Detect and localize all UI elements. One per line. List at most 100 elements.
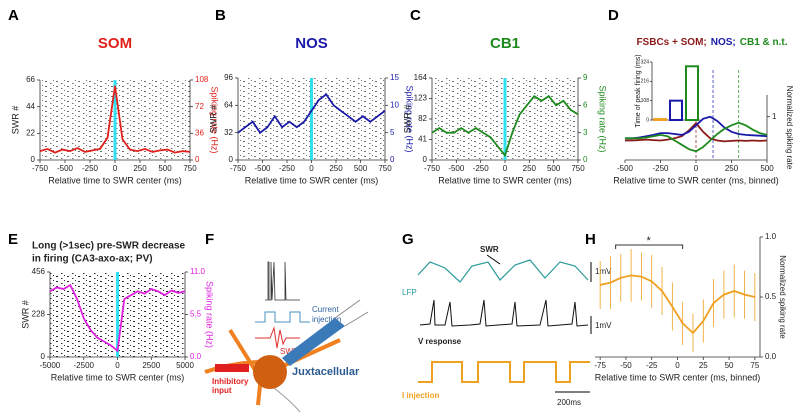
y-tick-label: 96 [224, 73, 233, 82]
y2-tick-label: 5.5 [190, 310, 202, 319]
x-tick-label: -500 [254, 164, 271, 173]
pipette-tip [334, 299, 369, 327]
x-tick-label: 500 [547, 164, 561, 173]
y-axis-label: SWR # [208, 105, 218, 134]
x-tick-label: -750 [32, 164, 49, 173]
lfp-trace [417, 259, 589, 283]
inset-bar [653, 118, 667, 121]
y2-tick-label: 108 [195, 75, 209, 84]
i-injection-trace [418, 361, 590, 383]
y-axis-label: SWR # [20, 300, 30, 329]
y-tick-label: 0 [41, 352, 46, 361]
chart-title: FSBCs + SOM; NOS; CB1 & n.t. [636, 37, 787, 48]
y2-tick-label: 0 [390, 155, 395, 164]
y-tick-label: 0.0 [765, 352, 777, 361]
label: SWR [480, 245, 499, 254]
inset-tick-label: 216 [641, 79, 650, 85]
x-tick-label: -250 [473, 164, 490, 173]
x-tick-label: 0 [309, 164, 314, 173]
inset-bg [652, 62, 700, 120]
y-axis-label: SWR # [402, 105, 412, 134]
x-tick-label: 0 [115, 361, 120, 370]
y2-axis-label: Spiking rate (Hz) [210, 86, 220, 153]
panel-letter: F [205, 231, 214, 248]
series-line [39, 85, 191, 154]
inset-bar [669, 99, 683, 121]
panel-letter: C [410, 7, 421, 24]
x-tick-label: 500 [760, 164, 774, 173]
y2-axis-label: Spiking rate (Hz) [598, 85, 608, 152]
y-tick-label: 64 [224, 100, 233, 109]
y2-tick-label: 10 [390, 100, 399, 109]
label: V response [418, 337, 462, 346]
x-tick-label: 750 [378, 164, 392, 173]
label: 1mV [595, 321, 612, 330]
y2-tick-label: 0 [195, 155, 200, 164]
y2-tick-label: 9 [583, 73, 588, 82]
x-axis-label: Relative time to SWR center (ms) [51, 372, 185, 382]
x-tick-label: 0 [675, 361, 680, 370]
inset-tick-label: 108 [641, 98, 650, 104]
axon [269, 384, 301, 413]
x-tick-label: -750 [230, 164, 247, 173]
diagram-f: F Current injection SWR Inhibitory input… [204, 231, 369, 413]
title-part: FSBCs + SOM; [636, 37, 706, 48]
x-tick-label: 25 [699, 361, 708, 370]
panel-letter: D [608, 7, 619, 24]
pipette [282, 318, 345, 366]
panel-letter: A [8, 7, 19, 24]
inset-bar [685, 65, 699, 121]
chart: D FSBCs + SOM; NOS; CB1 & n.t. -500 -250 0 250 5… [608, 7, 794, 185]
y2-axis-label: Spiking rate (Hz) [405, 85, 415, 152]
x-tick-label: -500 [617, 164, 634, 173]
inset-tick-label: 0 [646, 117, 649, 123]
significance: * [646, 235, 651, 247]
x-tick-label: -75 [594, 361, 606, 370]
y2-tick-label: 36 [195, 128, 204, 137]
x-tick-label: 0 [694, 164, 699, 173]
x-tick-label: 250 [523, 164, 537, 173]
x-tick-label: -50 [620, 361, 632, 370]
series-line [49, 283, 186, 353]
label: I injection [402, 391, 439, 400]
series-line [625, 121, 768, 153]
y-axis-label: Normalized spiking rate [778, 255, 787, 339]
y-tick-label: 82 [418, 114, 427, 123]
x-tick-label: -500 [57, 164, 74, 173]
significance-bracket [615, 244, 684, 249]
label: SWR [280, 347, 299, 356]
chart-title: NOS [295, 35, 328, 52]
swr-trace [255, 326, 300, 349]
label: 200ms [557, 398, 581, 407]
label: LFP [402, 288, 417, 297]
y-tick-label: 0 [423, 155, 428, 164]
series-line [625, 121, 768, 143]
x-tick-label: 2500 [142, 361, 160, 370]
current-step [255, 311, 310, 323]
chart: C CB1 -750 -500 -250 0 250 500 750 Relative time … [402, 7, 607, 185]
x-tick-label: 250 [329, 164, 343, 173]
chart: E Long (>1sec) pre-SWR decrease in firing … [8, 231, 215, 382]
x-tick-label: 250 [133, 164, 147, 173]
y-tick-label: 0 [31, 155, 36, 164]
chart-title: SOM [98, 35, 132, 52]
soma [253, 355, 287, 389]
y2-axis-label: Spiking rate (Hz) [205, 281, 215, 348]
chart: H -75 -50 -25 0 25 50 75 Relative time to SWR ce… [585, 231, 787, 382]
panel-letter: E [8, 231, 18, 248]
y-axis-label: Normalized spiking rate [785, 86, 794, 170]
x-tick-label: 500 [158, 164, 172, 173]
x-tick-label: 75 [750, 361, 759, 370]
inhibitory-synapse [215, 364, 249, 372]
x-tick-label: -250 [82, 164, 99, 173]
label: input [212, 386, 232, 395]
y-tick-label: 41 [418, 135, 427, 144]
x-tick-label: -25 [646, 361, 658, 370]
y-tick-label: 0 [229, 155, 234, 164]
x-tick-label: -5000 [40, 361, 61, 370]
y-tick-label: 164 [414, 73, 428, 82]
y-tick-label: 32 [224, 128, 233, 137]
y2-tick-label: 6 [583, 100, 588, 109]
